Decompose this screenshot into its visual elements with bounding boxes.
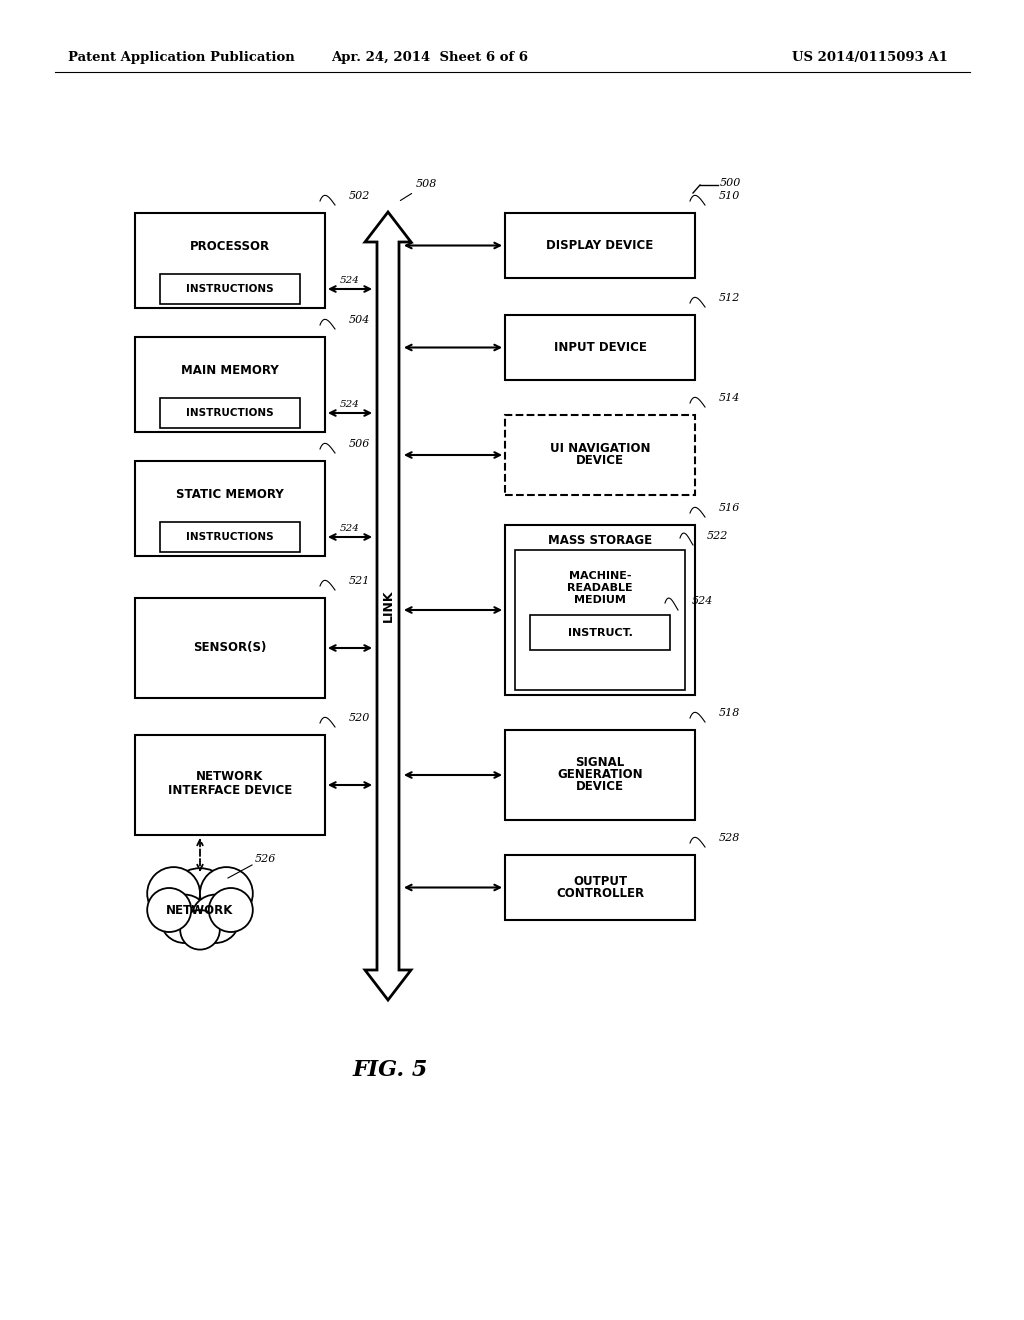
Text: UI NAVIGATION: UI NAVIGATION: [550, 442, 650, 455]
Text: INSTRUCTIONS: INSTRUCTIONS: [186, 408, 273, 418]
Text: SENSOR(S): SENSOR(S): [194, 642, 266, 655]
Text: STATIC MEMORY: STATIC MEMORY: [176, 488, 284, 502]
Polygon shape: [365, 213, 411, 1001]
Text: NETWORK: NETWORK: [166, 903, 233, 916]
Text: SIGNAL: SIGNAL: [575, 756, 625, 770]
Bar: [505, 855, 695, 920]
Text: 504: 504: [349, 315, 371, 325]
Text: 528: 528: [719, 833, 740, 843]
Bar: [505, 414, 695, 495]
Text: 524: 524: [692, 597, 714, 606]
Text: READABLE: READABLE: [567, 583, 633, 593]
Circle shape: [200, 867, 253, 920]
Text: PROCESSOR: PROCESSOR: [189, 240, 270, 253]
Text: INTERFACE DEVICE: INTERFACE DEVICE: [168, 784, 292, 796]
Text: INSTRUCT.: INSTRUCT.: [567, 627, 633, 638]
Text: Apr. 24, 2014  Sheet 6 of 6: Apr. 24, 2014 Sheet 6 of 6: [332, 51, 528, 65]
Bar: [135, 598, 325, 698]
Circle shape: [209, 888, 253, 932]
Bar: [505, 730, 695, 820]
Bar: [505, 525, 695, 696]
Bar: [135, 461, 325, 556]
Text: 502: 502: [349, 191, 371, 201]
Circle shape: [161, 895, 209, 942]
Text: 524: 524: [340, 276, 360, 285]
Circle shape: [147, 867, 200, 920]
Text: 522: 522: [707, 531, 728, 541]
Circle shape: [167, 869, 233, 935]
Text: NETWORK: NETWORK: [197, 771, 264, 784]
Bar: [505, 213, 695, 279]
Text: 520: 520: [349, 713, 371, 723]
Text: 514: 514: [719, 393, 740, 403]
Text: MEDIUM: MEDIUM: [574, 595, 626, 605]
Text: Patent Application Publication: Patent Application Publication: [68, 51, 295, 65]
Text: LINK: LINK: [382, 590, 394, 622]
Bar: [160, 275, 300, 304]
Text: CONTROLLER: CONTROLLER: [556, 887, 644, 900]
Text: DISPLAY DEVICE: DISPLAY DEVICE: [547, 239, 653, 252]
Text: DEVICE: DEVICE: [575, 780, 624, 793]
Text: 526: 526: [255, 854, 276, 865]
Text: 508: 508: [416, 180, 437, 189]
Text: US 2014/0115093 A1: US 2014/0115093 A1: [792, 51, 948, 65]
Text: GENERATION: GENERATION: [557, 768, 643, 781]
Bar: [135, 213, 325, 308]
Bar: [530, 615, 670, 649]
Circle shape: [191, 895, 240, 942]
Text: 518: 518: [719, 708, 740, 718]
Text: MACHINE-: MACHINE-: [568, 572, 631, 581]
Text: INSTRUCTIONS: INSTRUCTIONS: [186, 284, 273, 294]
Bar: [160, 521, 300, 552]
Text: 510: 510: [719, 191, 740, 201]
Text: 521: 521: [349, 576, 371, 586]
Text: FIG. 5: FIG. 5: [352, 1059, 428, 1081]
Text: 516: 516: [719, 503, 740, 513]
Text: 512: 512: [719, 293, 740, 304]
Text: 500: 500: [720, 178, 741, 187]
Text: INSTRUCTIONS: INSTRUCTIONS: [186, 532, 273, 543]
Text: 524: 524: [340, 400, 360, 409]
Bar: [160, 399, 300, 428]
Text: INPUT DEVICE: INPUT DEVICE: [554, 341, 646, 354]
Circle shape: [147, 888, 191, 932]
Bar: [515, 550, 685, 690]
Bar: [505, 315, 695, 380]
Text: OUTPUT: OUTPUT: [573, 875, 627, 888]
Text: DEVICE: DEVICE: [575, 454, 624, 467]
Bar: [135, 735, 325, 836]
Bar: [135, 337, 325, 432]
Text: MAIN MEMORY: MAIN MEMORY: [181, 364, 279, 378]
Text: 524: 524: [340, 524, 360, 533]
Circle shape: [180, 909, 220, 949]
Text: MASS STORAGE: MASS STORAGE: [548, 535, 652, 548]
Text: 506: 506: [349, 440, 371, 449]
